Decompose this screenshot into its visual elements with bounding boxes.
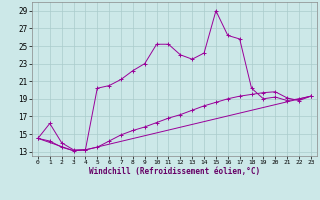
X-axis label: Windchill (Refroidissement éolien,°C): Windchill (Refroidissement éolien,°C)	[89, 167, 260, 176]
